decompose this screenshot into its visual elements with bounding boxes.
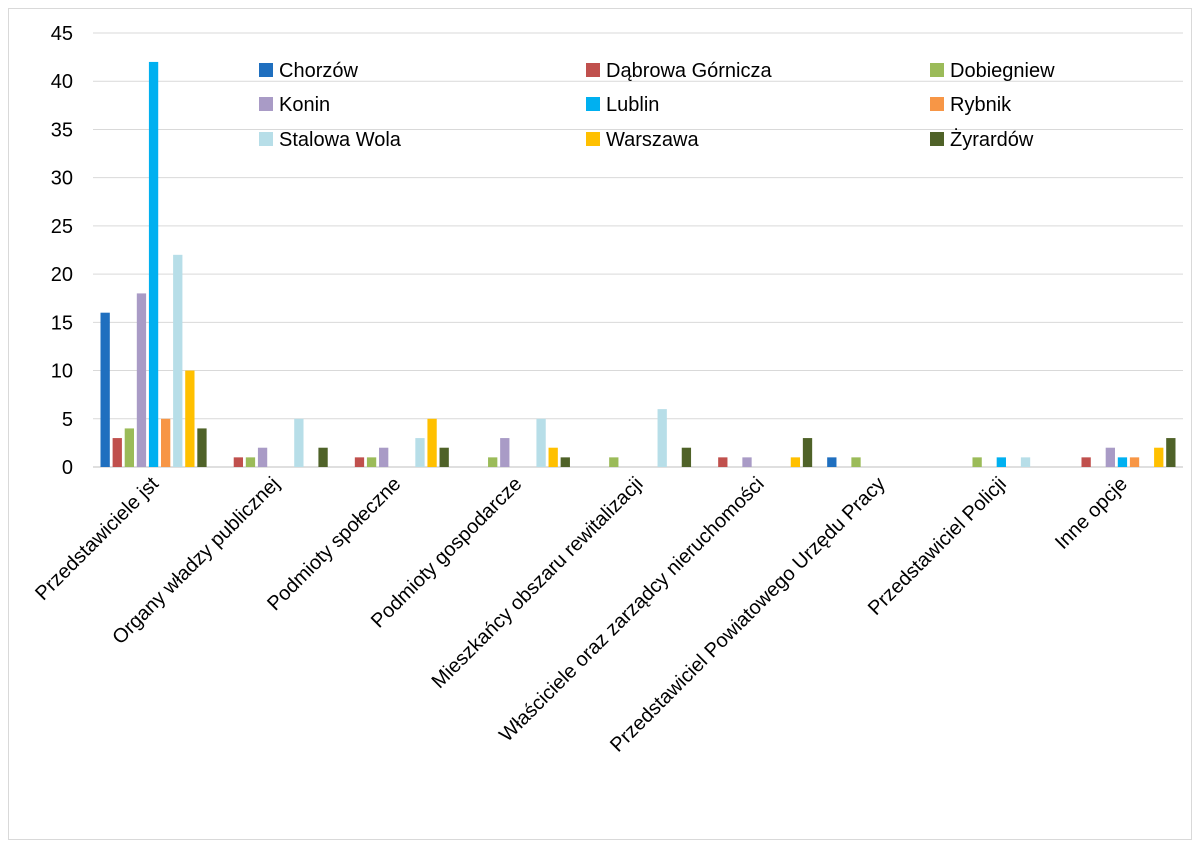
legend-swatch [259,132,273,146]
legend-label: Warszawa [606,129,699,151]
bar [136,293,147,467]
bar [996,457,1006,467]
legend-swatch [586,63,600,77]
bar [112,438,122,467]
legend-label: Chorzów [279,60,358,82]
legend-swatch [259,63,273,77]
legend-swatch [259,97,273,111]
legend-swatch [930,63,944,77]
bar [500,438,510,467]
y-tick-label: 30 [51,168,73,190]
bars [100,61,1176,468]
bar [1081,457,1091,467]
bar [124,428,135,467]
bar [379,447,389,467]
legend-swatch [586,97,600,111]
bar [609,457,619,467]
bar [657,409,667,467]
y-tick-label: 25 [51,216,73,238]
bar [257,447,268,467]
bar [185,370,195,467]
bar [972,457,982,467]
y-axis-ticks: 0 5 10 15 20 25 30 35 40 45 [51,23,73,479]
bar [718,457,728,467]
bar [148,61,159,468]
bar [427,418,437,467]
bar [802,438,813,467]
legend-swatch [930,132,944,146]
bar [318,447,328,467]
x-tick-label: Przedstawiciel Powiatowego Urzędu Pracy [606,473,890,757]
bar [161,418,171,467]
y-tick-label: 20 [51,264,73,286]
bar [233,457,244,467]
y-tick-label: 10 [51,361,73,383]
bar [245,457,256,467]
bar [1129,457,1140,467]
x-tick-label: Przedstawiciele jst [31,473,163,605]
bar [1154,447,1164,467]
legend-label: Lublin [606,94,659,116]
legend: Chorzów Dąbrowa Górnicza Dobiegniew Konin Lu… [259,60,1055,151]
bar [560,457,570,467]
legend-label: Konin [279,94,330,116]
x-tick-label: Mieszkańcy obszaru rewitalizacji [428,473,648,693]
bar [851,457,861,467]
y-tick-label: 5 [62,409,73,431]
bar [790,457,801,467]
bar [742,457,752,467]
bar [488,457,498,467]
bar [173,254,183,467]
bar [827,457,837,467]
bar [415,438,425,467]
bar [1020,457,1031,467]
legend-swatch [586,132,600,146]
bar [100,312,110,467]
bar [1105,447,1115,467]
y-tick-label: 40 [51,71,73,93]
legend-label: Dobiegniew [950,60,1055,82]
x-tick-label: Podmioty społeczne [263,473,405,615]
legend-label: Dąbrowa Górnicza [606,60,773,82]
legend-label: Żyrardów [950,128,1034,151]
y-tick-label: 45 [51,23,73,45]
bar [354,457,365,467]
x-tick-label: Właściciele oraz zarządcy nieruchomości [495,473,768,746]
bar [1166,438,1176,467]
bar [366,457,377,467]
legend-swatch [930,97,944,111]
bar [1117,457,1128,467]
x-tick-label: Przedstawiciel Policji [864,473,1011,620]
bar [439,447,449,467]
bar [536,418,546,467]
bar [548,447,558,467]
legend-label: Stalowa Wola [279,129,402,151]
y-tick-label: 0 [62,457,73,479]
bar [197,428,207,467]
bar [294,418,304,467]
bar [681,447,692,467]
y-tick-label: 35 [51,119,73,141]
x-tick-label: Inne opcje [1051,473,1132,554]
chart-frame [8,8,1192,840]
legend-label: Rybnik [950,94,1012,116]
y-tick-label: 15 [51,312,73,334]
